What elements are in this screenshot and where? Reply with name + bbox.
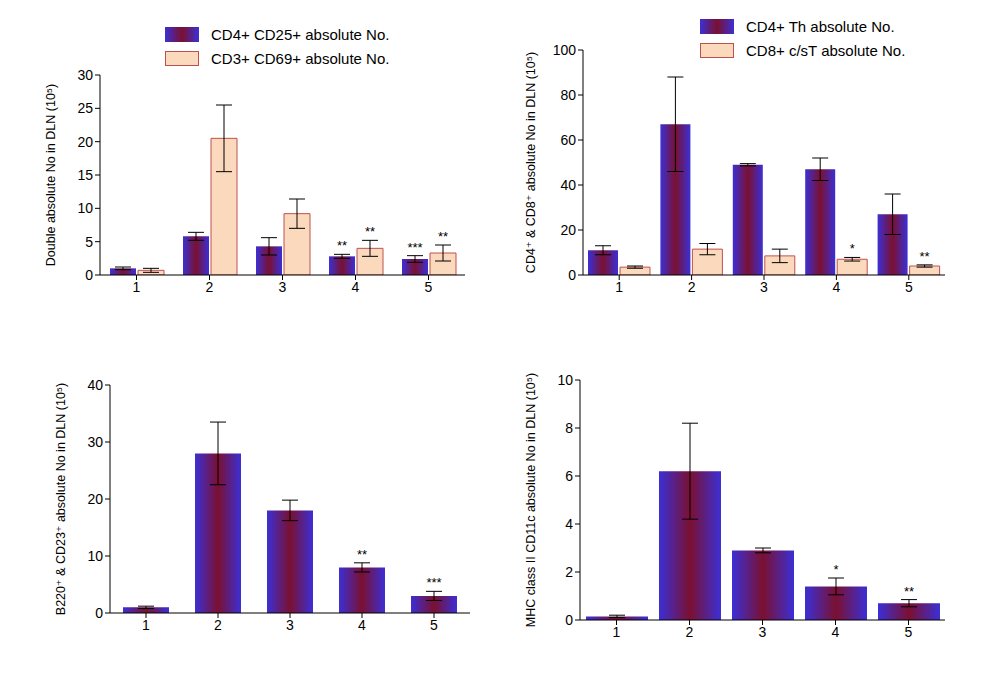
- svg-text:B220⁺ & CD23⁺ absolute No in D: B220⁺ & CD23⁺ absolute No in DLN (10⁵): [54, 383, 68, 615]
- svg-text:Double absolute No in DLN (10⁵: Double absolute No in DLN (10⁵): [44, 84, 58, 266]
- svg-text:**: **: [365, 224, 375, 239]
- svg-text:0: 0: [85, 267, 93, 283]
- svg-text:60: 60: [560, 132, 576, 148]
- svg-text:*: *: [850, 241, 855, 256]
- svg-text:100: 100: [553, 42, 577, 58]
- svg-text:**: **: [438, 229, 448, 244]
- svg-text:10: 10: [77, 200, 93, 216]
- svg-text:5: 5: [430, 617, 438, 633]
- svg-text:1: 1: [615, 279, 623, 295]
- svg-text:5: 5: [905, 279, 913, 295]
- svg-text:4: 4: [832, 624, 840, 640]
- svg-text:1: 1: [142, 617, 150, 633]
- svg-text:1: 1: [613, 624, 621, 640]
- svg-text:**: **: [904, 584, 914, 599]
- svg-text:**: **: [920, 249, 930, 264]
- svg-text:3: 3: [760, 279, 768, 295]
- svg-text:0: 0: [565, 612, 573, 628]
- svg-text:4: 4: [352, 279, 360, 295]
- svg-text:**: **: [337, 238, 347, 253]
- html-text:CD8+ c/sT absolute No.: CD8+ c/sT absolute No.: [746, 41, 906, 59]
- svg-text:***: ***: [426, 575, 441, 590]
- svg-text:3: 3: [279, 279, 287, 295]
- svg-text:3: 3: [286, 617, 294, 633]
- html-text:CD4+ Th absolute No.: CD4+ Th absolute No.: [746, 17, 895, 35]
- svg-text:4: 4: [565, 516, 573, 532]
- svg-text:8: 8: [565, 420, 573, 436]
- svg-text:5: 5: [905, 624, 913, 640]
- svg-text:5: 5: [85, 234, 93, 250]
- svg-text:0: 0: [95, 605, 103, 621]
- svg-text:***: ***: [407, 240, 422, 255]
- svg-text:10: 10: [557, 372, 573, 388]
- svg-text:40: 40: [87, 377, 103, 393]
- svg-text:4: 4: [358, 617, 366, 633]
- svg-text:1: 1: [133, 279, 141, 295]
- svg-text:*: *: [833, 562, 838, 577]
- svg-text:2: 2: [688, 279, 696, 295]
- svg-text:20: 20: [77, 134, 93, 150]
- svg-text:15: 15: [77, 167, 93, 183]
- svg-text:2: 2: [565, 564, 573, 580]
- svg-text:6: 6: [565, 468, 573, 484]
- svg-text:30: 30: [77, 67, 93, 83]
- svg-text:2: 2: [686, 624, 694, 640]
- svg-text:**: **: [357, 547, 367, 562]
- svg-text:10: 10: [87, 548, 103, 564]
- svg-text:30: 30: [87, 434, 103, 450]
- svg-text:20: 20: [560, 222, 576, 238]
- html-text:CD3+ CD69+ absolute No.: CD3+ CD69+ absolute No.: [211, 49, 390, 67]
- svg-text:20: 20: [87, 491, 103, 507]
- svg-text:0: 0: [568, 267, 576, 283]
- svg-text:3: 3: [759, 624, 767, 640]
- svg-text:40: 40: [560, 177, 576, 193]
- svg-text:2: 2: [206, 279, 214, 295]
- svg-text:5: 5: [425, 279, 433, 295]
- html-text:CD4+ CD25+ absolute No.: CD4+ CD25+ absolute No.: [211, 25, 390, 43]
- svg-text:CD4⁺ & CD8⁺ absolute No in DLN: CD4⁺ & CD8⁺ absolute No in DLN (10⁵): [524, 52, 538, 273]
- svg-text:80: 80: [560, 87, 576, 103]
- svg-text:MHC class II CD11c absolute No: MHC class II CD11c absolute No in DLN (1…: [524, 373, 538, 627]
- svg-text:25: 25: [77, 100, 93, 116]
- svg-text:4: 4: [833, 279, 841, 295]
- svg-text:2: 2: [214, 617, 222, 633]
